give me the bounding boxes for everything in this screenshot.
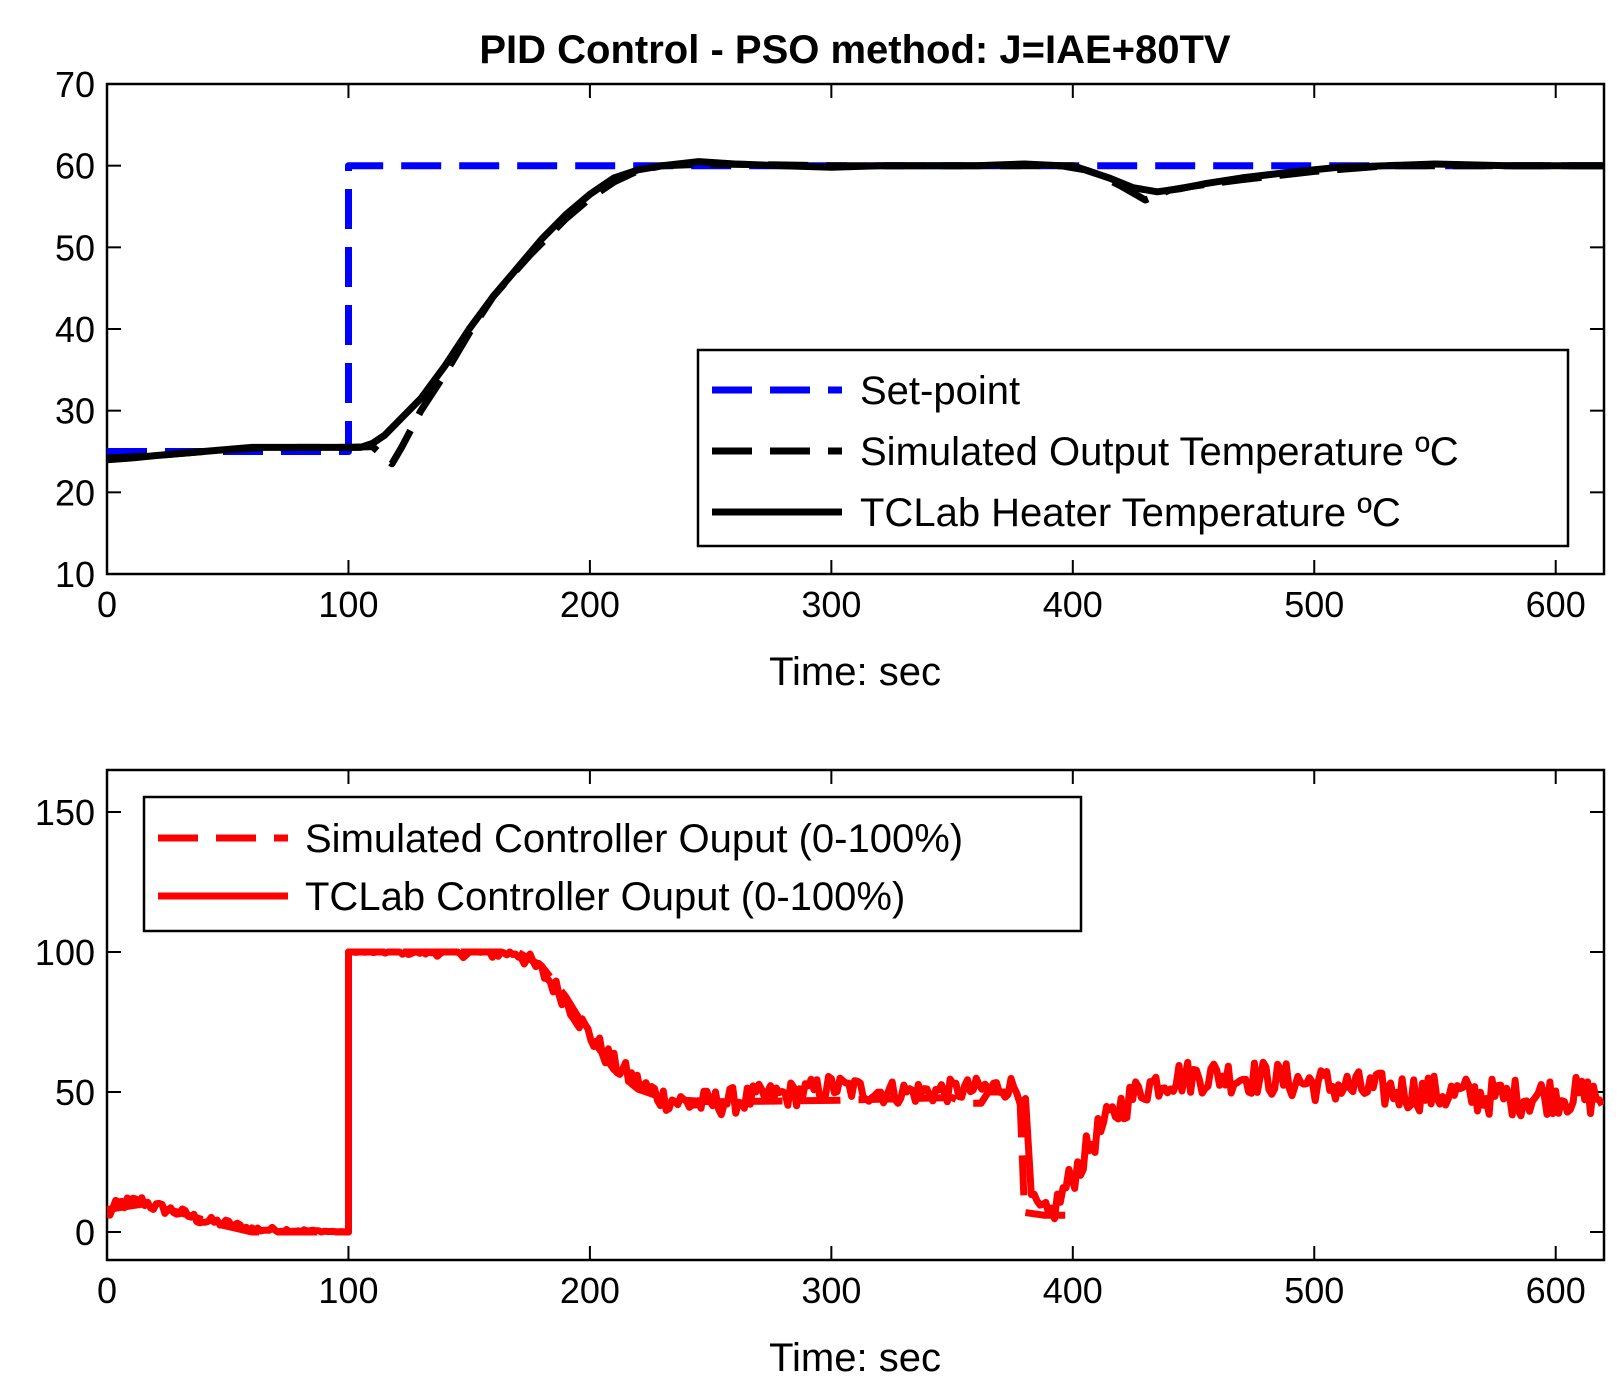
series-line-tclab-output	[107, 948, 1604, 1236]
x-tick-label: 400	[1043, 584, 1103, 625]
x-tick-label: 100	[318, 584, 378, 625]
x-axis-label: Time: sec	[769, 1336, 941, 1380]
y-tick-label: 50	[55, 227, 95, 268]
y-tick-label: 0	[75, 1212, 95, 1253]
temperature-chart: PID Control - PSO method: J=IAE+80TV 0 10…	[55, 28, 1606, 694]
x-axis-label: Time: sec	[769, 650, 941, 694]
controller-output-chart: 0 100 200 300 400 500 600 0 50 100 150 Time: sec S…	[35, 768, 1606, 1380]
y-tick-label: 50	[55, 1072, 95, 1113]
legend: Simulated Controller Ouput (0-100%) TCLa…	[142, 795, 1083, 933]
x-tick-label: 300	[801, 584, 861, 625]
x-tick-label: 0	[97, 1270, 117, 1311]
chart-title: PID Control - PSO method: J=IAE+80TV	[479, 28, 1231, 72]
x-tick-label: 600	[1526, 584, 1586, 625]
y-tick-label: 10	[55, 554, 95, 595]
x-tick-label: 200	[560, 584, 620, 625]
axis-ticks: 0 100 200 300 400 500 600 10 20 30 40 50 60 70	[55, 64, 1604, 625]
y-tick-label: 70	[55, 64, 95, 105]
x-tick-label: 500	[1284, 1270, 1344, 1311]
y-tick-label: 100	[35, 932, 95, 973]
series-line-tclab-temp	[107, 158, 1604, 464]
series-group	[107, 948, 1604, 1236]
x-tick-label: 0	[97, 584, 117, 625]
legend-box	[142, 795, 1083, 933]
legend-box	[696, 348, 1570, 548]
legend-label-simulated-output: Simulated Controller Ouput (0-100%)	[305, 817, 963, 861]
x-tick-label: 200	[560, 1270, 620, 1311]
y-tick-label: 60	[55, 146, 95, 187]
legend-label-setpoint: Set-point	[860, 369, 1020, 413]
y-tick-label: 30	[55, 391, 95, 432]
series-group	[107, 158, 1604, 468]
x-tick-label: 500	[1284, 584, 1344, 625]
y-tick-label: 40	[55, 309, 95, 350]
x-tick-label: 300	[801, 1270, 861, 1311]
y-tick-label: 150	[35, 792, 95, 833]
axis-ticks: 0 100 200 300 400 500 600 0 50 100 150	[35, 770, 1604, 1311]
legend-label-tclab-output: TCLab Controller Ouput (0-100%)	[305, 875, 905, 919]
x-tick-label: 400	[1043, 1270, 1103, 1311]
legend-label-tclab-temp: TCLab Heater Temperature ºC	[860, 491, 1401, 535]
legend: Set-point Simulated Output Temperature º…	[696, 348, 1570, 548]
y-tick-label: 20	[55, 472, 95, 513]
legend-label-simulated-temp: Simulated Output Temperature ºC	[860, 430, 1459, 474]
plot-area-frame	[105, 768, 1606, 1262]
x-tick-label: 600	[1526, 1270, 1586, 1311]
x-tick-label: 100	[318, 1270, 378, 1311]
